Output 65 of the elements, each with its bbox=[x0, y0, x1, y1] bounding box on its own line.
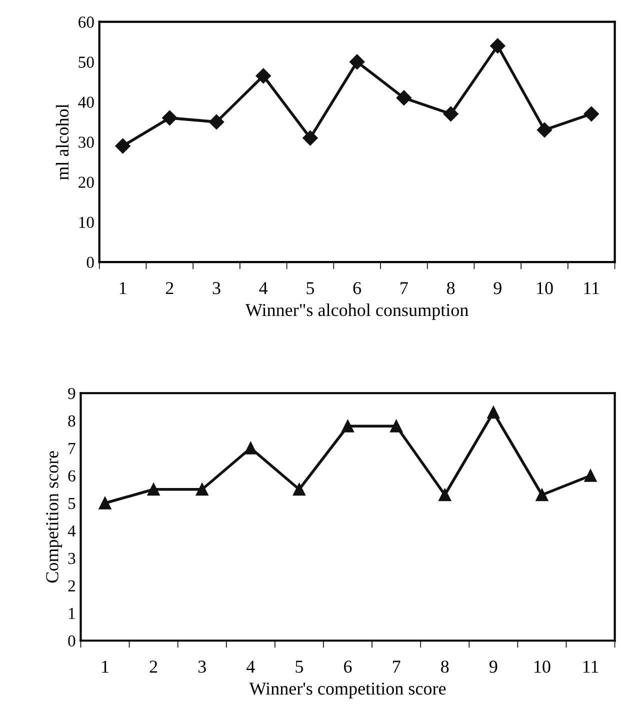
x-tick-label: 11 bbox=[583, 660, 598, 673]
y-tick-label: 4 bbox=[68, 525, 76, 536]
y-tick-label: 40 bbox=[78, 96, 94, 108]
y-tick-label: 0 bbox=[86, 256, 94, 268]
x-tick-label: 9 bbox=[489, 660, 498, 673]
x-tick-label: 3 bbox=[212, 282, 220, 294]
point bbox=[342, 420, 354, 432]
point bbox=[244, 442, 257, 454]
point bbox=[98, 496, 112, 510]
point bbox=[208, 114, 224, 130]
x-tick-label: 7 bbox=[400, 282, 408, 294]
point bbox=[584, 106, 599, 122]
x-axis-title: Winner"s alcohol consumption bbox=[245, 303, 468, 320]
x-tick-label: 5 bbox=[306, 282, 314, 294]
y-tick-label: 20 bbox=[78, 176, 94, 188]
x-tick-label: 5 bbox=[296, 660, 304, 673]
x-tick-label: 8 bbox=[446, 282, 455, 294]
x-tick-label: 1 bbox=[102, 660, 108, 673]
point bbox=[390, 420, 403, 432]
point bbox=[487, 406, 500, 419]
y-tick-label: 60 bbox=[78, 16, 94, 28]
x-tick-label: 2 bbox=[166, 282, 174, 294]
x-tick-label: 6 bbox=[353, 282, 362, 294]
x-tick-label: 10 bbox=[537, 282, 553, 294]
y-tick-label: 5 bbox=[68, 498, 76, 510]
y-tick-label: 2 bbox=[68, 580, 75, 592]
point bbox=[256, 68, 271, 84]
y-tick-label: 10 bbox=[79, 216, 94, 228]
x-tick-label: 4 bbox=[259, 282, 268, 294]
x-tick-label: 1 bbox=[120, 282, 126, 294]
y-tick-label: 1 bbox=[69, 608, 75, 619]
x-tick-label: 4 bbox=[246, 660, 255, 673]
y-axis-title: ml alcohol bbox=[56, 104, 69, 180]
x-tick-label: 11 bbox=[584, 282, 599, 294]
point bbox=[584, 469, 597, 482]
y-tick-label: 0 bbox=[68, 635, 76, 647]
y-tick-label: 3 bbox=[68, 552, 76, 564]
point bbox=[490, 38, 506, 54]
point bbox=[536, 122, 552, 138]
point bbox=[292, 483, 306, 496]
x-tick-label: 9 bbox=[494, 282, 502, 294]
x-axis-title: Winner's competition score bbox=[249, 682, 446, 698]
x-tick-label: 8 bbox=[441, 660, 449, 673]
x-tick-label: 6 bbox=[344, 660, 352, 673]
x-tick-label: 3 bbox=[198, 660, 206, 673]
x-tick-label: 2 bbox=[150, 660, 158, 673]
point bbox=[302, 130, 318, 146]
point bbox=[196, 483, 208, 496]
point bbox=[443, 106, 458, 122]
point bbox=[147, 483, 160, 496]
y-tick-label: 30 bbox=[78, 136, 94, 148]
x-tick-label: 10 bbox=[534, 660, 550, 673]
point bbox=[396, 90, 412, 106]
point bbox=[536, 488, 548, 502]
y-tick-label: 9 bbox=[68, 388, 76, 400]
y-tick-label: 50 bbox=[78, 56, 94, 68]
y-axis-title: Competition score bbox=[46, 451, 62, 583]
point bbox=[115, 138, 130, 154]
x-tick-label: 7 bbox=[392, 660, 400, 673]
y-tick-label: 6 bbox=[68, 470, 76, 482]
point bbox=[350, 54, 365, 70]
point bbox=[438, 488, 452, 502]
point bbox=[162, 110, 178, 126]
y-tick-label: 8 bbox=[68, 415, 76, 427]
y-tick-label: 7 bbox=[68, 442, 76, 454]
